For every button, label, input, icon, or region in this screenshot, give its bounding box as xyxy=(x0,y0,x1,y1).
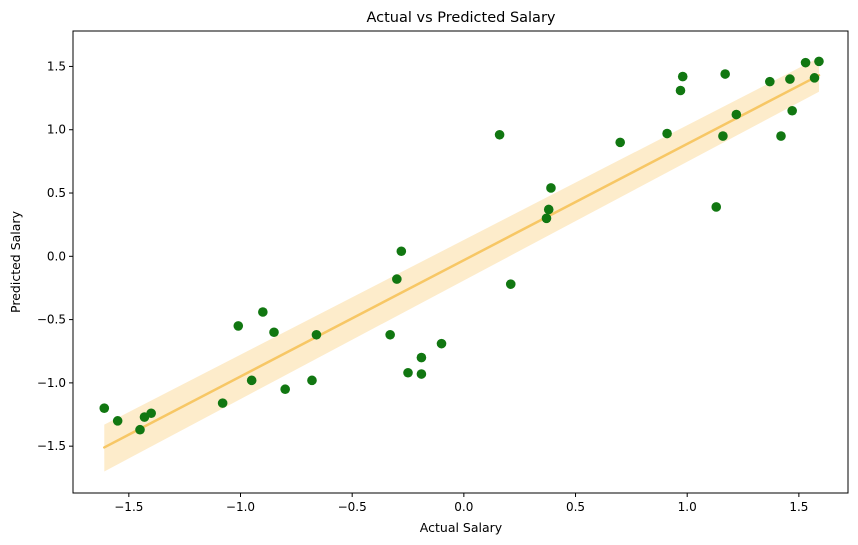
data-point xyxy=(814,56,824,67)
x-tick-label: 0.0 xyxy=(454,500,473,514)
data-point xyxy=(720,69,730,79)
regression-line xyxy=(103,74,821,449)
confidence-band-layer xyxy=(104,57,819,472)
data-point xyxy=(99,403,110,413)
y-tick-label: 0.0 xyxy=(47,249,66,263)
data-point xyxy=(494,129,505,140)
y-tick-label: −0.5 xyxy=(37,313,66,327)
data-point xyxy=(416,352,427,363)
data-point xyxy=(785,74,795,84)
x-axis-ticks: −1.5 −1.0 −0.5 0.0 0.5 1.0 1.5 xyxy=(114,493,808,514)
data-point xyxy=(718,131,728,141)
data-point xyxy=(787,105,797,116)
data-point xyxy=(217,398,228,408)
data-point xyxy=(675,85,686,96)
y-tick-label: −1.5 xyxy=(37,439,66,453)
confidence-band xyxy=(104,57,819,472)
data-point xyxy=(135,424,145,435)
data-point xyxy=(731,109,742,120)
data-point xyxy=(146,408,156,419)
data-point xyxy=(112,416,123,426)
data-point xyxy=(800,57,811,68)
y-tick-label: 1.5 xyxy=(47,59,66,73)
data-point xyxy=(258,307,268,317)
data-point xyxy=(615,137,625,148)
data-point xyxy=(233,321,244,331)
chart-title: Actual vs Predicted Salary xyxy=(366,10,555,26)
data-point xyxy=(307,375,317,386)
data-point xyxy=(505,279,516,289)
x-axis-label: Actual Salary xyxy=(420,520,503,535)
data-point xyxy=(809,73,820,83)
data-points-layer xyxy=(99,56,824,435)
plot-area-frame xyxy=(72,30,849,494)
data-point xyxy=(662,128,672,139)
data-point xyxy=(246,375,257,386)
data-point xyxy=(436,338,447,349)
data-point xyxy=(311,329,322,340)
data-point xyxy=(396,246,407,257)
data-point xyxy=(543,204,554,215)
data-point xyxy=(765,76,775,87)
y-axis-ticks: −1.5 −1.0 −0.5 0.0 0.5 1.0 1.5 xyxy=(37,59,73,453)
y-tick-label: 1.0 xyxy=(47,123,66,137)
x-tick-label: 0.5 xyxy=(566,500,585,514)
data-point xyxy=(711,202,722,212)
data-point xyxy=(541,213,552,224)
data-point xyxy=(416,369,427,379)
x-tick-label: 1.5 xyxy=(789,500,808,514)
data-point xyxy=(776,131,786,141)
data-point xyxy=(546,183,556,193)
data-point xyxy=(392,274,402,284)
regression-line-layer xyxy=(103,74,821,449)
y-tick-label: −1.0 xyxy=(37,376,66,390)
y-tick-label: 0.5 xyxy=(47,186,66,200)
data-point xyxy=(385,329,395,340)
x-tick-label: −1.5 xyxy=(114,500,143,514)
data-point xyxy=(677,71,688,82)
data-point xyxy=(403,367,413,378)
data-point xyxy=(280,384,290,395)
x-tick-label: −1.0 xyxy=(226,500,255,514)
y-axis-label: Predicted Salary xyxy=(8,210,23,313)
data-point xyxy=(269,327,279,338)
x-tick-label: −0.5 xyxy=(338,500,367,514)
x-tick-label: 1.0 xyxy=(678,500,697,514)
